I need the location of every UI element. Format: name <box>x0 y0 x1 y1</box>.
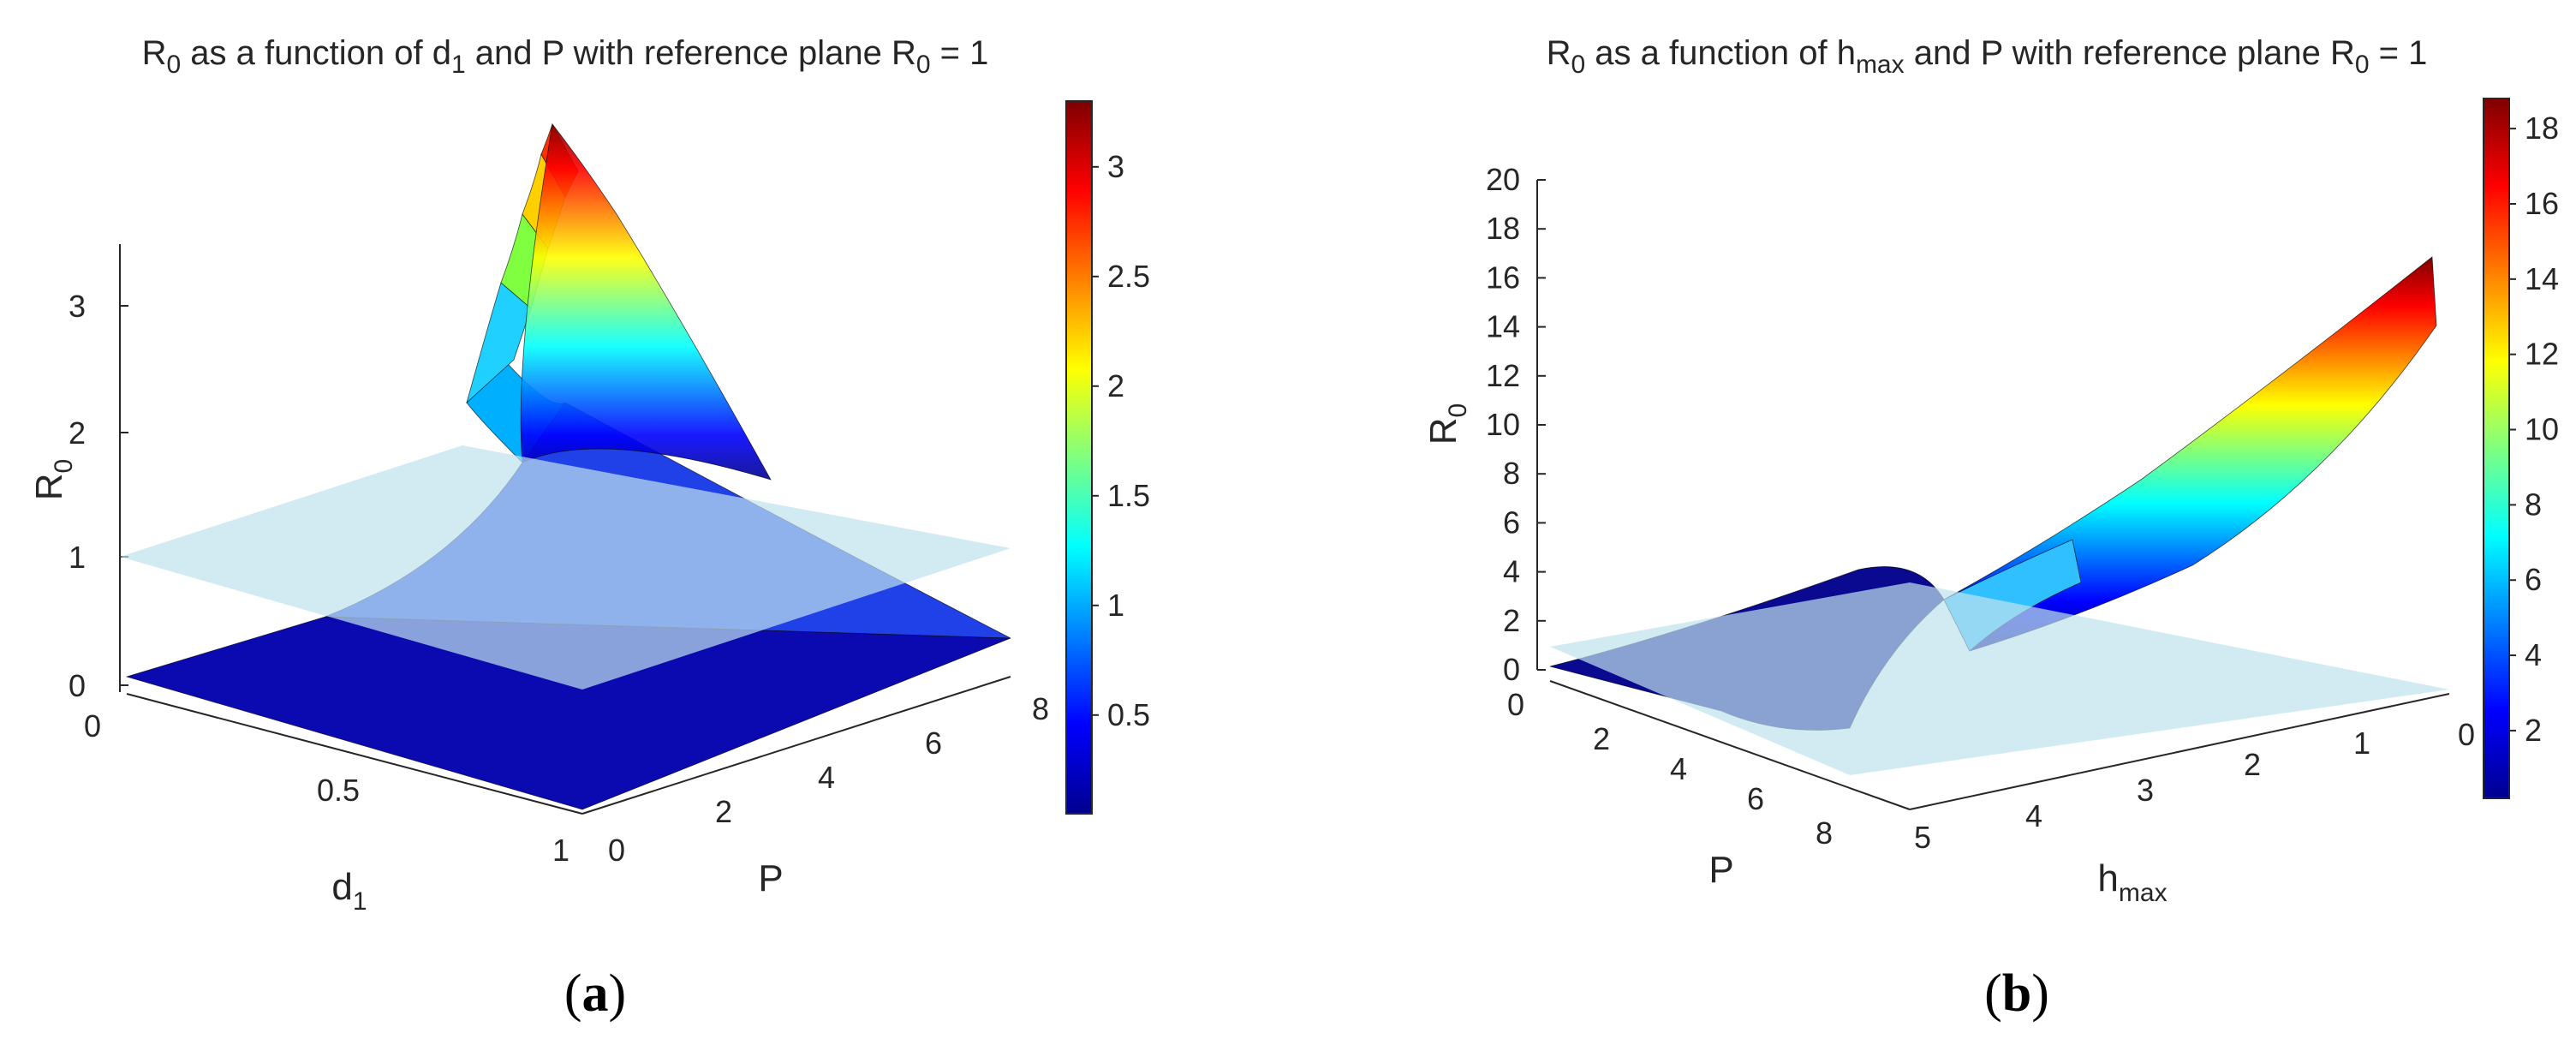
z-tick-label: 10 <box>1486 407 1520 442</box>
chart-a-z-label: R0 <box>28 459 78 500</box>
reference-plane-a <box>120 445 1011 690</box>
y-tick-label: 8 <box>1032 691 1049 726</box>
chart-b-x-label: hmax <box>2097 857 2167 907</box>
colorbar-tick-label: 2.5 <box>1107 259 1150 294</box>
z-tick-label: 20 <box>1486 162 1520 197</box>
y-tick-label: 4 <box>1670 751 1687 786</box>
colorbar-tick-label: 1.5 <box>1107 478 1150 513</box>
colorbar-tick-label: 12 <box>2525 337 2559 372</box>
x-tick-label: 3 <box>2137 773 2154 808</box>
z-tick-label: 1 <box>69 540 86 575</box>
caption-b: (b) <box>1984 964 2049 1023</box>
z-tick-label: 6 <box>1503 505 1520 540</box>
z-tick-label: 12 <box>1486 358 1520 393</box>
colorbar-tick-label: 4 <box>2525 637 2542 672</box>
colorbar-tick-label: 2 <box>2525 713 2542 748</box>
chart-a-colorbar: 0.5 1 1.5 2 2.5 3 <box>1065 100 1150 815</box>
z-tick-label: 0 <box>1503 652 1520 687</box>
x-tick-label: 5 <box>1914 820 1931 855</box>
chart-a-x-ticks: 0 0.5 1 <box>84 708 569 868</box>
colorbar-tick-label: 2 <box>1107 368 1124 403</box>
chart-b-z-ticks: 0 2 4 6 8 10 12 14 16 18 20 <box>1486 162 1546 687</box>
chart-a-y-label: P <box>758 857 783 899</box>
z-tick-label: 4 <box>1503 554 1520 589</box>
z-tick-label: 3 <box>69 289 86 324</box>
x-tick-label: 4 <box>2025 798 2042 833</box>
x-tick-label: 0 <box>2458 717 2475 752</box>
chart-a-y-ticks: 0 2 4 6 8 <box>608 691 1049 868</box>
colorbar-tick-label: 0.5 <box>1107 697 1150 732</box>
colorbar-a-ticks: 0.5 1 1.5 2 2.5 3 <box>1092 149 1150 732</box>
reference-plane-b <box>1550 582 2449 775</box>
y-tick-label: 4 <box>818 760 835 795</box>
chart-b-colorbar: 2 4 6 8 10 12 14 16 18 <box>2483 98 2559 799</box>
y-tick-label: 2 <box>715 794 732 829</box>
y-tick-label: 2 <box>1593 721 1610 756</box>
chart-a-z-ticks: 0 1 2 3 <box>69 289 128 703</box>
x-tick-label: 1 <box>2353 726 2370 761</box>
chart-b: R0​ as a function of hmax​ and P with re… <box>1422 34 2559 1023</box>
z-tick-label: 2 <box>69 415 86 451</box>
x-tick-label: 0.5 <box>317 773 360 808</box>
chart-a: R0​ as a function of d1​ and P with refe… <box>28 34 1150 1023</box>
x-tick-label: 2 <box>2244 747 2261 782</box>
chart-b-x-ticks: 5 4 3 2 1 0 <box>1914 717 2475 855</box>
y-tick-label: 0 <box>608 833 625 868</box>
z-tick-label: 16 <box>1486 260 1520 295</box>
colorbar-b-ticks: 2 4 6 8 10 12 14 16 18 <box>2509 110 2559 748</box>
chart-a-title: R0​ as a function of d1​ and P with refe… <box>142 34 989 79</box>
caption-a: (a) <box>564 964 626 1023</box>
colorbar-tick-label: 10 <box>2525 412 2559 447</box>
colorbar-tick-label: 1 <box>1107 588 1124 623</box>
z-tick-label: 18 <box>1486 211 1520 246</box>
colorbar-tick-label: 16 <box>2525 186 2559 221</box>
surface-a-right-face <box>520 123 772 481</box>
chart-b-z-label: R0 <box>1422 403 1472 445</box>
chart-b-y-label: P <box>1708 849 1733 891</box>
y-tick-label: 6 <box>925 726 942 761</box>
y-tick-label: 6 <box>1747 781 1764 816</box>
z-tick-label: 0 <box>69 668 86 703</box>
chart-b-y-ticks: 0 2 4 6 8 <box>1507 687 1833 851</box>
y-tick-label: 0 <box>1507 687 1524 722</box>
y-tick-label: 8 <box>1816 815 1833 851</box>
colorbar-tick-label: 6 <box>2525 562 2542 597</box>
colorbar-tick-label: 3 <box>1107 149 1124 184</box>
chart-a-axes <box>119 244 1011 815</box>
x-tick-label: 0 <box>84 708 101 743</box>
colorbar-tick-label: 8 <box>2525 487 2542 522</box>
chart-a-x-label: d1 <box>331 866 367 916</box>
z-tick-label: 14 <box>1486 309 1520 344</box>
x-tick-label: 1 <box>552 833 569 868</box>
z-tick-label: 2 <box>1503 603 1520 638</box>
colorbar-tick-label: 18 <box>2525 110 2559 146</box>
z-tick-label: 8 <box>1503 456 1520 491</box>
colorbar-tick-label: 14 <box>2525 261 2559 296</box>
chart-b-title: R0​ as a function of hmax​ and P with re… <box>1547 34 2428 79</box>
